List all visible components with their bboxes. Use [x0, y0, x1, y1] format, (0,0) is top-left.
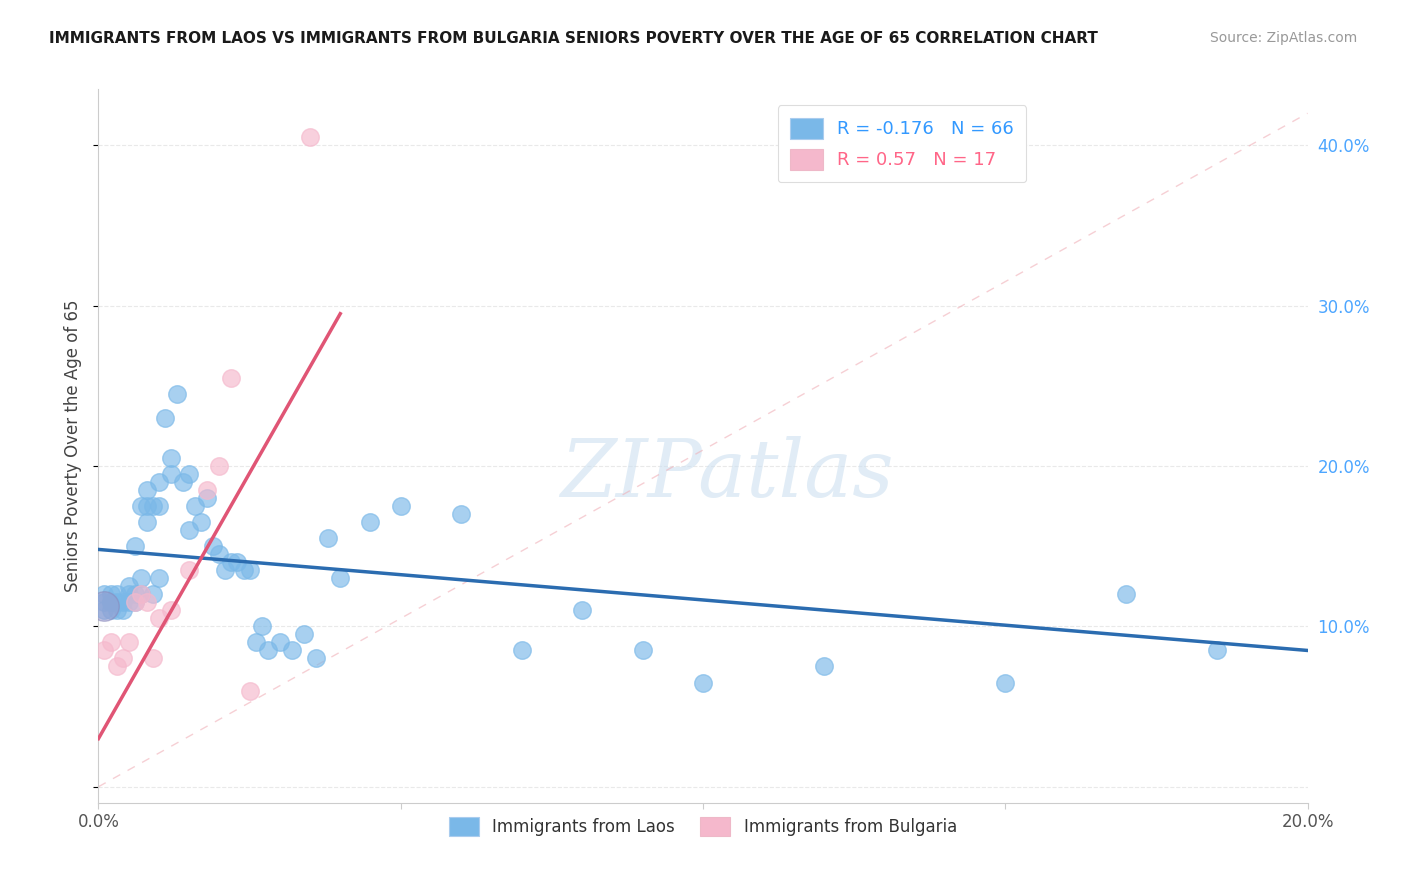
- Point: [160, 467, 183, 481]
- Point: [111, 651, 134, 665]
- Point: [142, 499, 165, 513]
- Y-axis label: Seniors Poverty Over the Age of 65: Seniors Poverty Over the Age of 65: [65, 300, 83, 592]
- Point: [692, 675, 714, 690]
- Point: [148, 571, 170, 585]
- Point: [118, 595, 141, 609]
- Point: [129, 587, 152, 601]
- Point: [510, 643, 533, 657]
- Point: [142, 651, 165, 665]
- Point: [813, 659, 835, 673]
- Point: [450, 507, 472, 521]
- Point: [250, 619, 273, 633]
- Point: [1115, 587, 1137, 601]
- Point: [118, 635, 141, 649]
- Point: [148, 475, 170, 489]
- Point: [202, 539, 225, 553]
- Point: [232, 563, 254, 577]
- Point: [124, 539, 146, 553]
- Point: [160, 603, 183, 617]
- Point: [148, 611, 170, 625]
- Point: [226, 555, 249, 569]
- Point: [190, 515, 212, 529]
- Point: [148, 499, 170, 513]
- Point: [221, 555, 243, 569]
- Point: [105, 595, 128, 609]
- Point: [93, 587, 115, 601]
- Point: [208, 547, 231, 561]
- Point: [142, 587, 165, 601]
- Point: [631, 643, 654, 657]
- Point: [105, 587, 128, 601]
- Point: [118, 579, 141, 593]
- Point: [100, 635, 122, 649]
- Text: ZIPatlas: ZIPatlas: [561, 436, 894, 513]
- Point: [135, 499, 157, 513]
- Point: [269, 635, 291, 649]
- Point: [571, 603, 593, 617]
- Point: [100, 595, 122, 609]
- Point: [124, 595, 146, 609]
- Point: [292, 627, 315, 641]
- Point: [994, 675, 1017, 690]
- Point: [299, 130, 322, 145]
- Point: [316, 531, 339, 545]
- Point: [245, 635, 267, 649]
- Text: Source: ZipAtlas.com: Source: ZipAtlas.com: [1209, 31, 1357, 45]
- Point: [239, 563, 262, 577]
- Point: [129, 571, 152, 585]
- Point: [305, 651, 328, 665]
- Point: [124, 587, 146, 601]
- Point: [135, 595, 157, 609]
- Point: [111, 603, 134, 617]
- Point: [105, 659, 128, 673]
- Point: [124, 595, 146, 609]
- Text: IMMIGRANTS FROM LAOS VS IMMIGRANTS FROM BULGARIA SENIORS POVERTY OVER THE AGE OF: IMMIGRANTS FROM LAOS VS IMMIGRANTS FROM …: [49, 31, 1098, 46]
- Point: [184, 499, 207, 513]
- Point: [195, 483, 218, 497]
- Point: [129, 499, 152, 513]
- Point: [93, 643, 115, 657]
- Point: [214, 563, 236, 577]
- Point: [172, 475, 194, 489]
- Point: [179, 523, 201, 537]
- Point: [105, 603, 128, 617]
- Point: [221, 371, 243, 385]
- Point: [256, 643, 278, 657]
- Point: [100, 595, 122, 609]
- Point: [179, 563, 201, 577]
- Point: [129, 587, 152, 601]
- Point: [135, 515, 157, 529]
- Point: [153, 411, 176, 425]
- Point: [100, 603, 122, 617]
- Point: [93, 599, 115, 613]
- Legend: Immigrants from Laos, Immigrants from Bulgaria: Immigrants from Laos, Immigrants from Bu…: [437, 805, 969, 848]
- Point: [111, 595, 134, 609]
- Point: [389, 499, 412, 513]
- Point: [1206, 643, 1229, 657]
- Point: [208, 458, 231, 473]
- Point: [93, 603, 115, 617]
- Point: [100, 587, 122, 601]
- Point: [239, 683, 262, 698]
- Point: [135, 483, 157, 497]
- Point: [93, 595, 115, 609]
- Point: [179, 467, 201, 481]
- Point: [329, 571, 352, 585]
- Point: [166, 387, 188, 401]
- Point: [118, 587, 141, 601]
- Point: [160, 450, 183, 465]
- Point: [195, 491, 218, 505]
- Point: [281, 643, 304, 657]
- Point: [360, 515, 382, 529]
